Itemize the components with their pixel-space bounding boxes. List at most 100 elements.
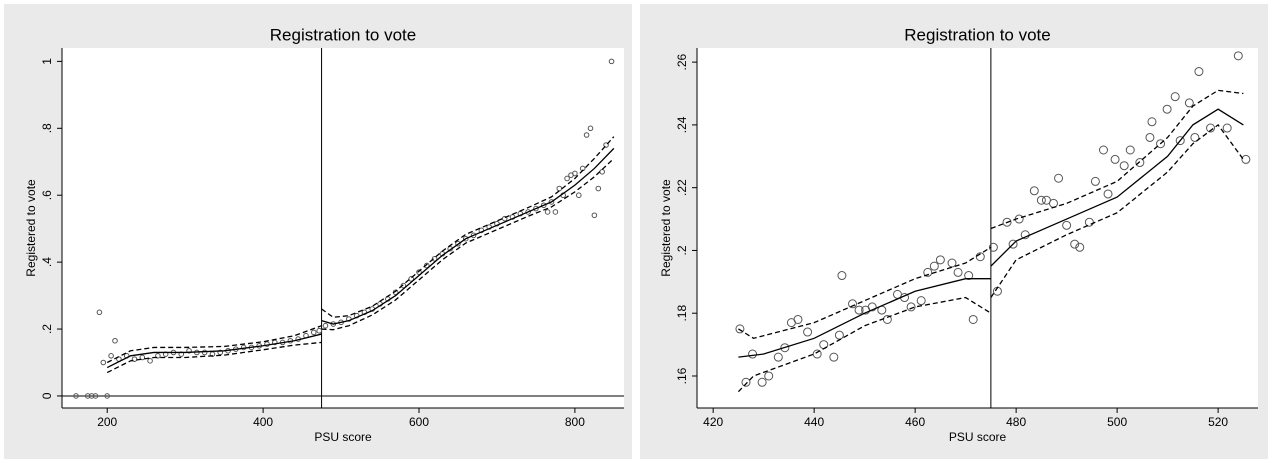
data-point xyxy=(1002,217,1012,227)
x-tick-label: 440 xyxy=(804,415,824,429)
x-tick-label: 460 xyxy=(905,415,925,429)
data-point xyxy=(867,302,877,312)
x-tick-label: 480 xyxy=(1006,415,1026,429)
data-point xyxy=(96,309,103,316)
data-point xyxy=(608,58,615,65)
data-point xyxy=(92,393,99,399)
data-point xyxy=(1103,189,1113,199)
y-tick-label: .24 xyxy=(675,116,689,133)
data-point xyxy=(964,271,974,281)
fit-line xyxy=(321,147,615,325)
data-point xyxy=(1098,145,1108,155)
data-point xyxy=(748,349,758,359)
data-point xyxy=(1084,217,1094,227)
y-tick-label: .22 xyxy=(675,179,689,196)
data-point xyxy=(1135,158,1145,168)
data-point xyxy=(575,192,582,199)
data-point xyxy=(829,352,839,362)
y-tick-label: .8 xyxy=(40,123,54,133)
data-point xyxy=(953,267,963,277)
data-point xyxy=(591,212,598,219)
data-point xyxy=(544,209,551,215)
data-point xyxy=(455,240,461,247)
data-point xyxy=(1222,123,1232,133)
data-point xyxy=(968,314,978,324)
y-tick-label: .2 xyxy=(675,245,689,255)
data-point xyxy=(1206,123,1216,133)
data-point xyxy=(780,343,790,353)
y-tick-label: .16 xyxy=(675,367,689,384)
data-point xyxy=(552,209,559,215)
data-point xyxy=(1070,239,1080,249)
data-point xyxy=(1156,139,1166,149)
x-tick-label: 520 xyxy=(1208,415,1228,429)
chart-title: Registration to vote xyxy=(904,25,1050,44)
chart-panel: Registration to vote PSU score Registered … xyxy=(4,4,632,459)
y-axis-title: Registered to vote xyxy=(659,179,673,277)
x-tick-label: 800 xyxy=(565,415,585,429)
data-point xyxy=(155,353,161,359)
data-point xyxy=(929,261,939,271)
confidence-band xyxy=(738,246,992,340)
data-point xyxy=(906,302,916,312)
y-tick-label: .26 xyxy=(675,53,689,70)
data-point xyxy=(882,314,892,324)
data-point xyxy=(470,232,477,239)
data-point xyxy=(104,393,111,399)
data-point xyxy=(501,215,508,222)
data-point xyxy=(322,322,329,329)
data-point xyxy=(1145,132,1155,142)
data-point xyxy=(741,377,751,387)
data-point xyxy=(108,353,114,359)
data-point xyxy=(1162,104,1172,114)
data-point xyxy=(186,347,192,354)
data-point xyxy=(916,296,926,306)
data-point xyxy=(416,269,422,275)
data-point xyxy=(131,356,138,362)
data-point xyxy=(310,329,317,336)
y-tick-label: .18 xyxy=(675,305,689,322)
x-tick-label: 600 xyxy=(409,415,429,429)
data-point xyxy=(1119,161,1129,171)
y-tick-label: 0 xyxy=(40,392,54,399)
y-tick-label: .6 xyxy=(40,190,54,200)
fit-line xyxy=(106,333,322,369)
data-point xyxy=(923,267,933,277)
confidence-band xyxy=(106,325,322,364)
data-point xyxy=(431,255,438,262)
data-point xyxy=(1090,176,1100,186)
data-point xyxy=(408,276,415,282)
data-point xyxy=(1170,92,1180,102)
data-point xyxy=(84,393,91,399)
chart-title: Registration to vote xyxy=(270,25,416,44)
y-tick-label: .4 xyxy=(40,257,54,267)
data-point xyxy=(757,377,767,387)
data-point xyxy=(935,255,945,265)
data-point xyxy=(564,175,570,182)
data-point xyxy=(112,337,118,344)
data-point xyxy=(587,125,594,132)
data-point xyxy=(1125,145,1135,155)
y-tick-label: .2 xyxy=(40,324,54,334)
data-point xyxy=(316,327,323,334)
fit-line xyxy=(738,278,991,358)
data-point xyxy=(533,205,539,212)
confidence-band xyxy=(321,136,615,319)
data-point xyxy=(803,327,813,337)
y-axis-title: Registered to vote xyxy=(24,179,38,277)
data-point xyxy=(837,271,847,281)
x-tick-label: 420 xyxy=(703,415,723,429)
data-point xyxy=(1008,239,1018,249)
data-point xyxy=(583,132,590,138)
x-axis-title: PSU score xyxy=(949,430,1007,444)
data-point xyxy=(1036,195,1046,205)
data-point xyxy=(1054,173,1064,183)
plot-area xyxy=(697,48,1258,408)
data-point xyxy=(400,282,407,289)
confidence-band xyxy=(990,89,1244,230)
data-point xyxy=(1241,154,1251,164)
data-point xyxy=(603,142,609,148)
data-point xyxy=(988,242,998,252)
data-point xyxy=(1075,242,1085,252)
